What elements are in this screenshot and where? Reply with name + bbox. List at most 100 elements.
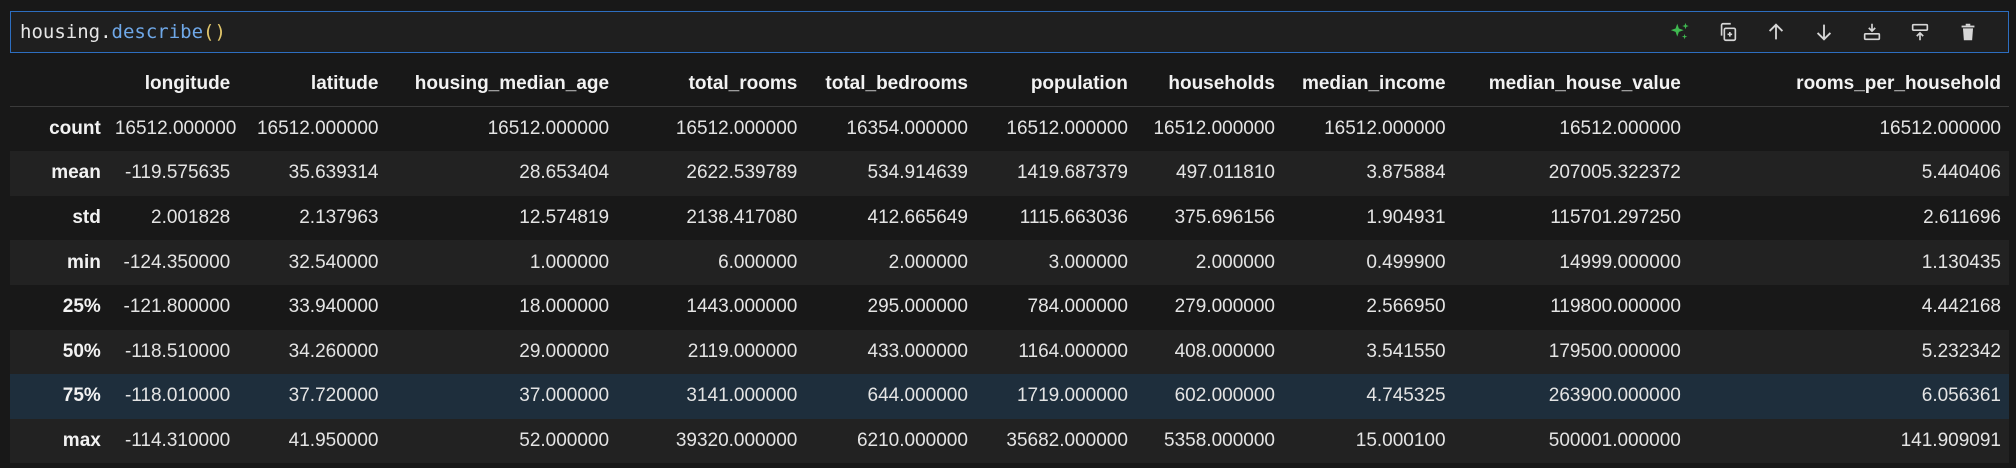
table-cell: 408.000000 [1174, 340, 1275, 362]
table-cell: 1.904931 [1366, 207, 1446, 229]
trash-icon [1961, 23, 1975, 41]
column-header: total_rooms [617, 62, 806, 108]
table-cell: 29.000000 [519, 340, 610, 362]
table-cell: 37.000000 [519, 385, 610, 407]
move-down-button[interactable] [1800, 18, 1848, 46]
table-cell: 6.056361 [1921, 385, 2001, 407]
table-cell: 1115.663036 [1019, 207, 1128, 229]
insert-below-icon [1863, 23, 1881, 41]
table-cell: 1.130435 [1921, 251, 2001, 273]
table-cell: 34.260000 [288, 340, 379, 362]
table-body: count 16512.000000 16512.000000 16512.00000… [10, 106, 2009, 464]
table-row: 75% -118.010000 37.720000 37.000000 3141.000… [10, 374, 2009, 419]
column-header: rooms_per_household [1688, 62, 2009, 108]
table-cell: -119.575635 [124, 162, 231, 184]
table-row: max -114.310000 41.950000 52.000000 39320.00… [10, 418, 2009, 464]
table-cell: 37.720000 [288, 385, 379, 407]
row-label: 50% [62, 340, 101, 362]
table-cell: 1164.000000 [1018, 340, 1128, 362]
table-cell: 1719.000000 [1016, 385, 1128, 407]
table-row: mean -119.575635 35.639314 28.653404 2622.53… [10, 151, 2009, 196]
table-cell: 1.000000 [529, 251, 610, 273]
table-row: 50% -118.510000 34.260000 29.000000 2119.000… [10, 329, 2009, 375]
table-cell: 534.914639 [867, 162, 968, 184]
table-cell: 16512.000000 [487, 118, 610, 140]
row-label: min [67, 251, 101, 273]
column-header: housing_median_age [386, 62, 618, 108]
code-cell-editor[interactable]: housing.describe() [10, 11, 2009, 53]
code-line[interactable]: housing.describe() [20, 21, 226, 43]
table-cell: 15.000100 [1355, 430, 1446, 452]
table-cell: 16512.000000 [1559, 118, 1681, 140]
copy-icon [1720, 22, 1737, 42]
table-cell: 12.574819 [519, 207, 610, 229]
table-cell: 16512.000000 [256, 118, 379, 140]
table-cell: 3.541550 [1366, 340, 1446, 362]
cell-output: longitude latitude housing_median_age total… [10, 62, 2009, 464]
code-open-paren: ( [203, 21, 215, 43]
row-label: mean [51, 162, 101, 184]
column-header: median_house_value [1453, 62, 1689, 108]
table-cell: 2138.417080 [686, 207, 798, 229]
index-header [10, 62, 109, 108]
table-cell: 5358.000000 [1164, 430, 1275, 452]
table-row: std 2.001828 2.137963 12.574819 2138.417080 4… [10, 195, 2009, 241]
table-cell: 16512.000000 [114, 118, 237, 140]
table-cell: 375.696156 [1174, 207, 1275, 229]
code-dot: . [100, 21, 112, 43]
code-object: housing [20, 21, 101, 43]
table-cell: -118.510000 [124, 340, 231, 362]
column-header: population [975, 62, 1136, 108]
arrow-down-icon [1816, 24, 1832, 41]
table-cell: 2.000000 [1195, 251, 1275, 273]
table-cell: 6210.000000 [856, 430, 968, 452]
insert-below-button[interactable] [1848, 18, 1896, 46]
table-cell: 295.000000 [867, 296, 968, 318]
table-cell: 16512.000000 [1879, 118, 2001, 140]
table-row: 25% -121.800000 33.940000 18.000000 1443.000… [10, 284, 2009, 330]
table-cell: 4.745325 [1366, 385, 1446, 407]
table-cell: 35.639314 [288, 162, 379, 184]
table-cell: 41.950000 [288, 430, 379, 452]
table-cell: 141.909091 [1900, 430, 2001, 452]
table-cell: 16512.000000 [1006, 118, 1128, 140]
describe-table: longitude latitude housing_median_age total… [10, 62, 2009, 464]
column-header: median_income [1282, 62, 1454, 108]
table-cell: 279.000000 [1174, 296, 1275, 318]
table-cell: 6.000000 [718, 251, 798, 273]
table-cell: -118.010000 [124, 385, 231, 407]
table-cell: 35682.000000 [1006, 430, 1128, 452]
insert-above-button[interactable] [1896, 18, 1944, 46]
table-cell: 16354.000000 [846, 118, 968, 140]
row-label: 75% [62, 385, 101, 407]
table-cell: 784.000000 [1027, 296, 1128, 318]
table-row: min -124.350000 32.540000 1.000000 6.000000 2… [10, 240, 2009, 285]
code-method: describe [111, 21, 204, 43]
table-cell: 263900.000000 [1548, 385, 1681, 407]
table-cell: 33.940000 [288, 296, 379, 318]
table-cell: 179500.000000 [1548, 340, 1681, 362]
table-cell: 497.011810 [1176, 162, 1275, 184]
table-cell: -124.350000 [123, 251, 231, 273]
table-cell: 500001.000000 [1548, 430, 1681, 452]
table-cell: -121.800000 [123, 296, 231, 318]
move-up-button[interactable] [1752, 18, 1800, 46]
table-header-row: longitude latitude housing_median_age total… [10, 62, 2009, 108]
column-header: longitude [108, 62, 239, 108]
table-cell: 207005.322372 [1548, 162, 1681, 184]
table-cell: 2622.539789 [686, 162, 798, 184]
table-cell: 2.000000 [888, 251, 968, 273]
table-cell: 52.000000 [519, 430, 610, 452]
ai-assist-button[interactable] [1656, 18, 1704, 46]
delete-cell-button[interactable] [1944, 18, 1992, 46]
table-cell: 412.665649 [867, 207, 968, 229]
table-cell: 3.000000 [1048, 251, 1128, 273]
column-header: total_bedrooms [805, 62, 976, 108]
sparkle-icon [1670, 22, 1689, 40]
column-header: households [1135, 62, 1283, 108]
table-cell: 644.000000 [867, 385, 968, 407]
row-label: count [49, 118, 101, 140]
row-label: std [72, 207, 101, 229]
table-cell: 602.000000 [1174, 385, 1275, 407]
copy-cell-button[interactable] [1704, 18, 1752, 46]
